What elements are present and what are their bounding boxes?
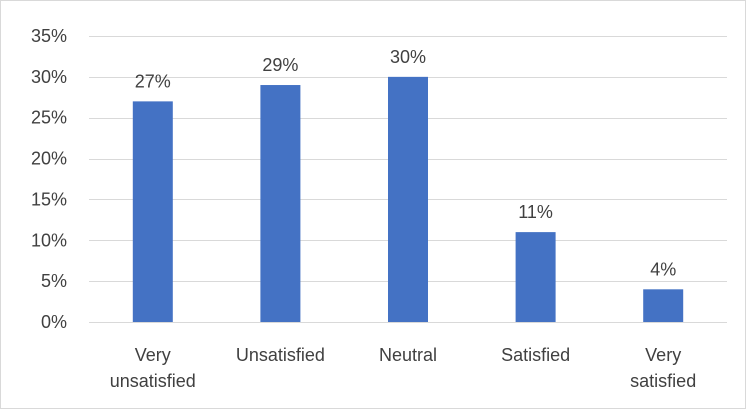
bar	[388, 76, 428, 322]
bar	[643, 289, 684, 322]
data-label: 11%	[518, 202, 553, 222]
x-category-label: Neutral	[379, 345, 437, 365]
x-category-label: Unsatisfied	[236, 345, 325, 365]
y-tick-label: 10%	[31, 230, 67, 250]
data-label: 30%	[390, 47, 426, 67]
bar	[132, 101, 173, 322]
y-tick-label: 35%	[31, 26, 67, 46]
bar	[515, 232, 556, 322]
data-labels: 27% 29% 30% 11% 4%	[135, 47, 676, 279]
data-label: 4%	[650, 259, 676, 279]
y-tick-label: 15%	[31, 189, 67, 209]
x-category-label: Very unsatisfied	[110, 345, 196, 391]
data-label: 27%	[135, 71, 171, 91]
x-axis-categories: Very unsatisfied Unsatisfied Neutral Satisfi…	[110, 345, 696, 391]
y-tick-label: 30%	[31, 67, 67, 87]
bar	[260, 85, 301, 323]
x-category-label: Satisfied	[501, 345, 570, 365]
y-tick-label: 25%	[31, 108, 67, 128]
y-axis: 0% 5% 10% 15% 20% 25% 30% 35%	[31, 26, 67, 332]
data-label: 29%	[262, 55, 298, 75]
y-tick-label: 0%	[41, 312, 67, 332]
bars	[132, 76, 684, 323]
y-tick-label: 20%	[31, 149, 67, 169]
x-category-label: Very satisfied	[630, 345, 696, 391]
y-tick-label: 5%	[41, 271, 67, 291]
